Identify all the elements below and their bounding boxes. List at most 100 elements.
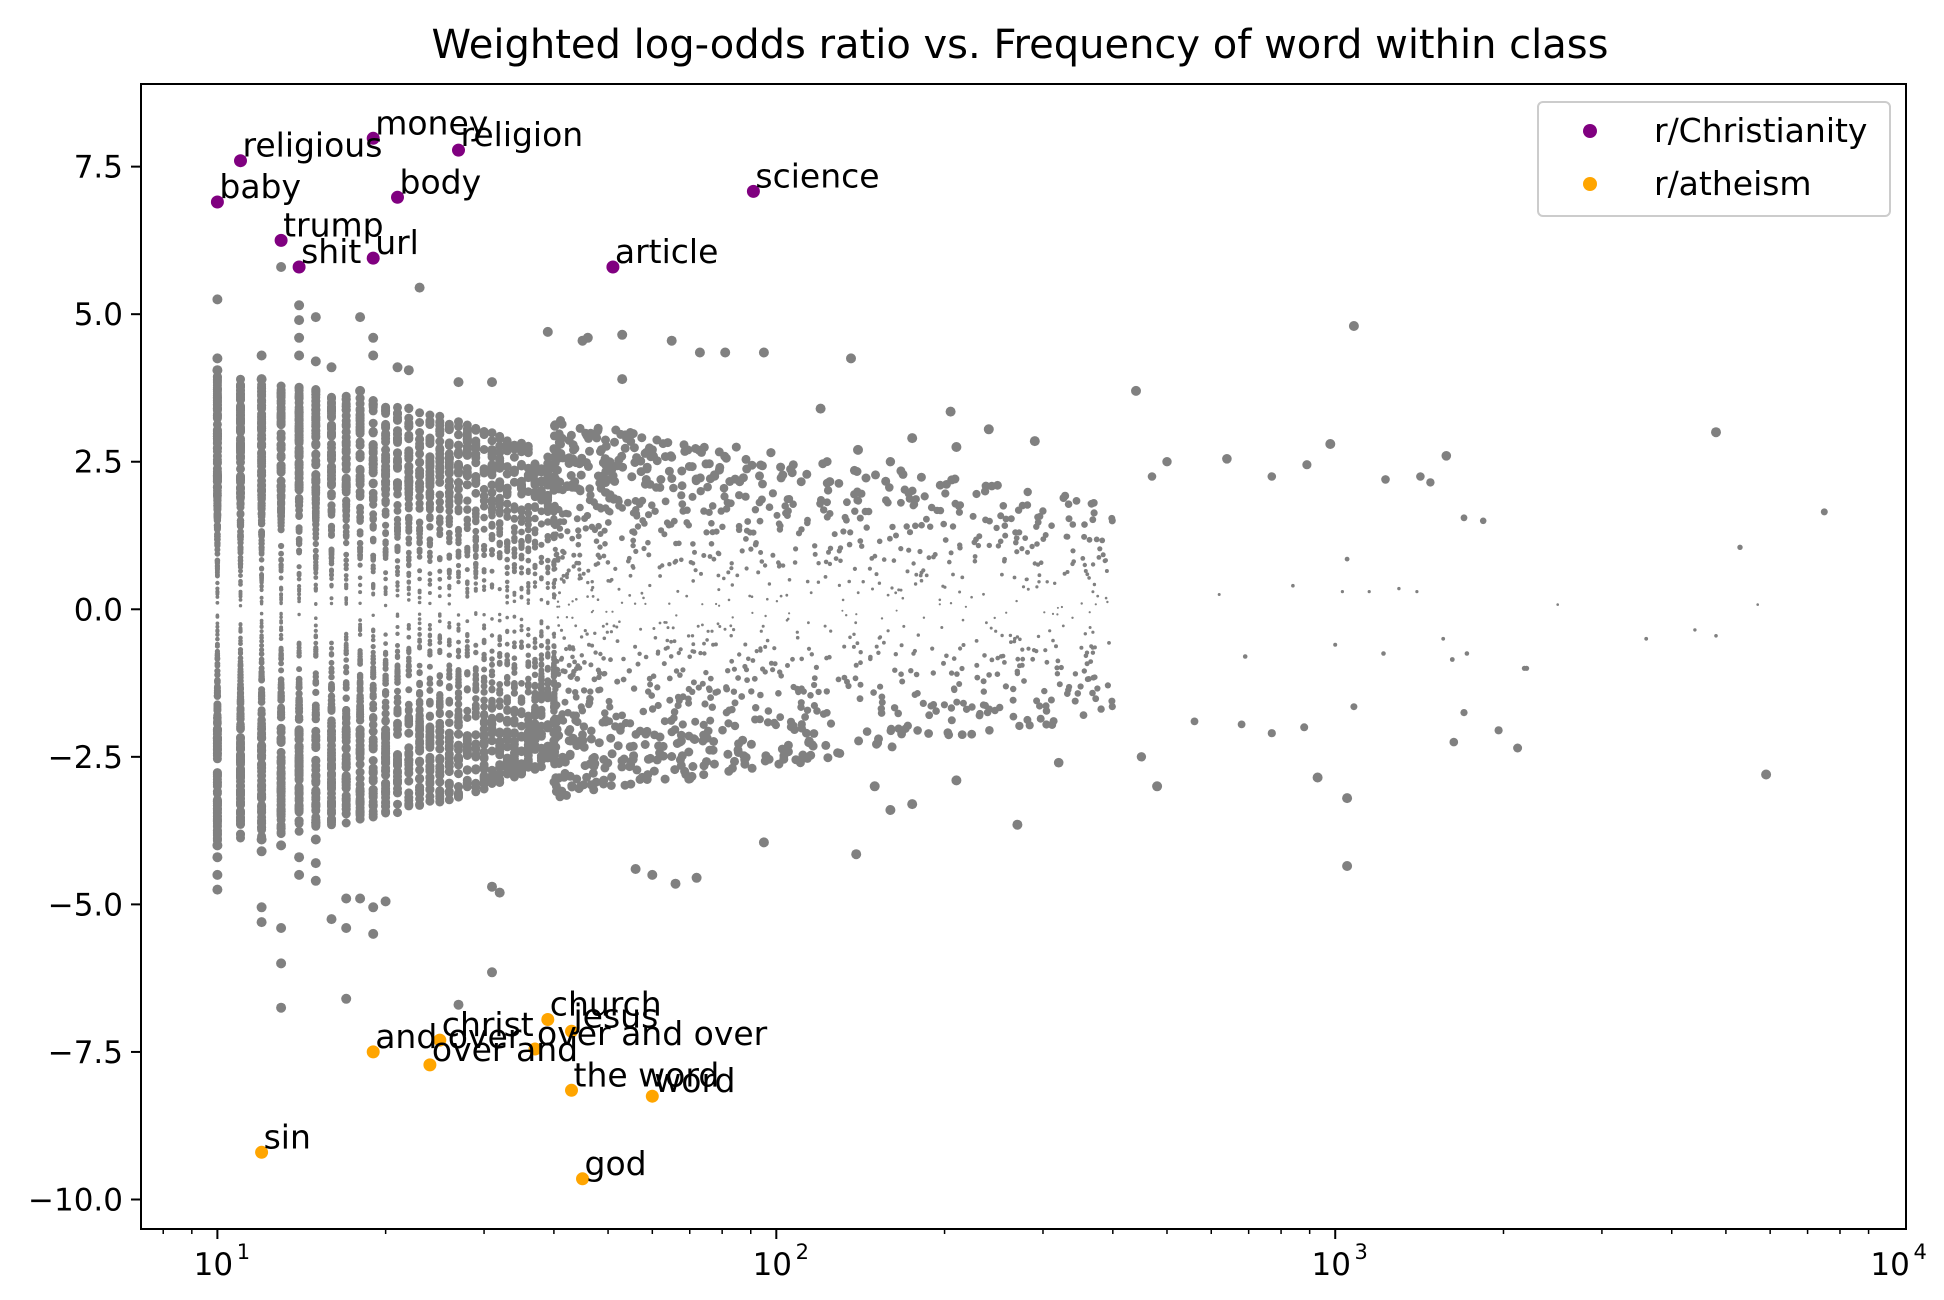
data-point	[841, 598, 845, 602]
data-point	[310, 858, 321, 869]
data-point	[370, 565, 376, 571]
data-point	[381, 729, 391, 739]
data-point	[517, 489, 526, 499]
data-point	[454, 421, 463, 431]
data-point	[648, 501, 656, 510]
data-point	[212, 833, 222, 843]
data-point	[630, 564, 635, 569]
data-point	[841, 674, 848, 681]
data-point	[1077, 683, 1084, 690]
data-point	[328, 651, 335, 657]
data-point	[445, 710, 454, 719]
data-point	[1009, 712, 1018, 721]
data-point	[607, 749, 617, 759]
data-point	[343, 657, 350, 663]
data-point	[775, 690, 782, 697]
data-point	[562, 636, 566, 640]
data-point	[873, 738, 883, 748]
data-point	[236, 704, 245, 713]
data-point	[639, 627, 643, 631]
data-point	[416, 689, 424, 698]
data-point	[416, 549, 423, 555]
data-point	[213, 713, 222, 722]
data-point	[725, 477, 735, 486]
data-point	[464, 670, 471, 677]
data-point	[1237, 720, 1246, 729]
data-point	[279, 586, 284, 592]
data-point	[1449, 657, 1455, 662]
data-point	[454, 713, 463, 722]
data-point	[278, 564, 284, 570]
data-point	[567, 603, 571, 606]
data-point	[719, 483, 729, 493]
data-point	[1064, 533, 1071, 540]
data-point	[1350, 703, 1358, 711]
data-point	[456, 639, 461, 645]
data-point	[772, 646, 777, 651]
data-point	[596, 484, 606, 493]
data-point	[489, 551, 495, 558]
data-point	[327, 489, 336, 498]
data-point	[381, 450, 391, 460]
data-point	[369, 704, 378, 713]
data-point	[312, 679, 320, 687]
data-point	[213, 496, 222, 505]
data-point	[1092, 582, 1097, 587]
data-point	[1096, 594, 1100, 598]
data-point	[277, 710, 286, 719]
data-point	[294, 408, 304, 418]
data-point	[294, 735, 304, 745]
data-point	[685, 699, 693, 707]
data-point	[454, 447, 463, 457]
data-point	[215, 572, 220, 578]
data-point	[702, 757, 711, 767]
data-point	[911, 561, 916, 566]
data-point	[479, 724, 489, 734]
data-point	[718, 604, 721, 607]
data-point	[906, 547, 912, 553]
data-point	[435, 708, 444, 717]
data-point	[259, 580, 264, 585]
data-point	[445, 507, 454, 516]
data-point	[481, 666, 488, 673]
data-point	[237, 681, 244, 689]
data-point	[415, 442, 425, 452]
data-point	[918, 521, 925, 529]
data-point	[237, 649, 244, 656]
data-point	[236, 790, 245, 800]
data-point	[472, 527, 480, 535]
data-point	[735, 522, 743, 530]
data-point	[1104, 596, 1108, 600]
data-point	[311, 793, 321, 802]
data-point	[444, 778, 454, 788]
data-point	[795, 530, 803, 537]
data-point	[757, 495, 766, 504]
data-point	[447, 575, 452, 580]
data-point	[545, 650, 551, 657]
data-point	[829, 629, 833, 633]
data-point	[488, 679, 496, 686]
data-point	[853, 662, 859, 668]
data-point	[427, 582, 433, 587]
data-point	[765, 638, 770, 643]
data-point	[435, 490, 445, 500]
data-point	[641, 475, 651, 484]
data-point	[1460, 514, 1468, 522]
data-point	[342, 523, 350, 531]
data-point	[381, 703, 390, 711]
data-point	[903, 523, 910, 530]
data-point	[645, 753, 655, 763]
data-point	[824, 655, 829, 661]
data-point	[811, 681, 818, 689]
data-point	[691, 649, 697, 654]
data-point	[1348, 321, 1359, 331]
data-point	[426, 697, 434, 706]
data-point	[747, 529, 754, 536]
data-point	[518, 565, 525, 571]
data-point	[355, 441, 365, 450]
data-point	[854, 621, 858, 625]
data-point	[821, 740, 831, 750]
data-point	[1091, 630, 1095, 634]
data-point	[779, 754, 789, 764]
data-point	[215, 592, 220, 596]
